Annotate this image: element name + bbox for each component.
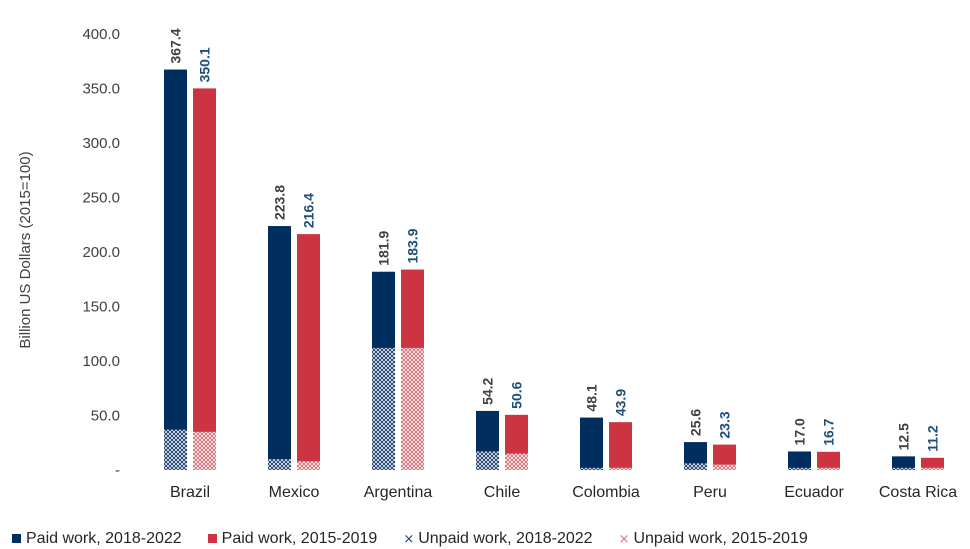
legend-swatch — [207, 534, 217, 543]
y-tick-label: 250.0 — [82, 190, 120, 207]
legend-label: Paid work, 2018-2022 — [26, 529, 182, 547]
bar-paid-2018-2022 — [788, 451, 811, 470]
bars — [164, 69, 944, 471]
bar-unpaid-2018-2022 — [892, 467, 915, 470]
data-label: 17.0 — [792, 418, 808, 445]
data-label: 50.6 — [509, 381, 525, 408]
data-label: 54.2 — [480, 377, 496, 404]
legend: Paid work, 2018-2022 Paid work, 2015-201… — [12, 528, 970, 549]
category-label: Peru — [693, 484, 727, 501]
y-tick-label: 200.0 — [82, 244, 120, 261]
bar-paid-2015-2019 — [297, 234, 320, 470]
data-label: 25.6 — [688, 409, 704, 436]
legend-swatch — [12, 534, 21, 543]
bar-paid-2018-2022 — [892, 456, 915, 470]
legend-label: Unpaid work, 2018-2022 — [418, 529, 593, 547]
y-tick-label: 400.0 — [82, 26, 120, 43]
bar-unpaid-2015-2019 — [609, 467, 632, 470]
bar-unpaid-2015-2019 — [193, 431, 216, 470]
bar-unpaid-2018-2022 — [476, 451, 499, 470]
legend-hatch-icon: ⨯ — [403, 531, 415, 546]
bar-unpaid-2015-2019 — [713, 464, 736, 470]
category-label: Brazil — [170, 484, 210, 501]
y-axis-label: Billion US Dollars (2015=100) — [17, 151, 34, 348]
data-label: 223.8 — [272, 185, 288, 220]
bar-unpaid-2018-2022 — [268, 459, 291, 470]
category-label: Chile — [484, 484, 521, 501]
legend-label: Unpaid work, 2015-2019 — [633, 529, 808, 547]
bar-unpaid-2018-2022 — [164, 429, 187, 470]
bar-paid-2018-2022 — [684, 442, 707, 470]
data-label: 43.9 — [613, 389, 629, 416]
bar-paid-2015-2019 — [713, 444, 736, 470]
legend-item-paid-2018-2022: Paid work, 2018-2022 — [12, 530, 182, 548]
y-tick-label: 350.0 — [82, 81, 120, 98]
y-tick-label: 50.0 — [91, 408, 120, 425]
bar-paid-2015-2019 — [817, 451, 840, 470]
bar-unpaid-2018-2022 — [788, 467, 811, 470]
data-label: 350.1 — [197, 47, 213, 82]
legend-hatch-icon: ⨯ — [618, 531, 630, 546]
bar-paid-2018-2022 — [580, 417, 603, 470]
legend-label: Paid work, 2015-2019 — [221, 529, 378, 547]
bar-unpaid-2018-2022 — [580, 467, 603, 470]
y-axis-ticks: - 50.0 100.0 150.0 200.0 250.0 300.0 350.0 400.0 — [82, 26, 120, 479]
category-label: Colombia — [572, 484, 640, 501]
y-tick-label: 300.0 — [82, 135, 120, 152]
y-tick-label: 100.0 — [82, 353, 120, 370]
legend-item-paid-2015-2019: Paid work, 2015-2019 — [207, 529, 378, 548]
bar-unpaid-2015-2019 — [297, 461, 320, 470]
category-label: Costa Rica — [879, 484, 957, 501]
data-label: 12.5 — [896, 423, 912, 450]
bar-unpaid-2015-2019 — [921, 467, 944, 470]
bar-unpaid-2015-2019 — [817, 467, 840, 470]
bar-paid-2015-2019 — [193, 88, 216, 471]
y-tick-label: 150.0 — [82, 299, 120, 316]
bar-unpaid-2018-2022 — [372, 347, 395, 470]
data-label: 23.3 — [717, 411, 733, 438]
category-label: Ecuador — [784, 484, 844, 501]
category-label: Mexico — [269, 484, 320, 501]
data-label: 183.9 — [405, 228, 421, 263]
data-label: 16.7 — [821, 418, 837, 445]
bar-chart: Billion US Dollars (2015=100) - 50.0 100.0… — [17, 26, 957, 501]
data-label: 11.2 — [925, 425, 941, 452]
bar-paid-2018-2022 — [164, 69, 187, 470]
category-label: Argentina — [364, 484, 433, 501]
data-label: 367.4 — [168, 28, 184, 63]
data-label: 216.4 — [301, 193, 317, 228]
data-labels: 367.4 350.1 223.8 216.4 181.9 183.9 54.2 50.6 48… — [168, 28, 941, 452]
data-label: 181.9 — [376, 230, 392, 265]
legend-item-unpaid-2015-2019: ⨯ Unpaid work, 2015-2019 — [619, 530, 808, 548]
bar-unpaid-2015-2019 — [505, 453, 528, 470]
legend-item-unpaid-2018-2022: ⨯ Unpaid work, 2018-2022 — [403, 530, 592, 548]
x-axis-categories: Brazil Mexico Argentina Chile Colombia Peru Ec… — [170, 484, 957, 501]
bar-paid-2015-2019 — [609, 422, 632, 470]
bar-paid-2015-2019 — [921, 457, 944, 470]
bar-unpaid-2015-2019 — [401, 347, 424, 470]
data-label: 48.1 — [584, 384, 600, 411]
bar-paid-2018-2022 — [268, 226, 291, 470]
y-tick-label: - — [115, 462, 120, 479]
bar-unpaid-2018-2022 — [684, 463, 707, 470]
